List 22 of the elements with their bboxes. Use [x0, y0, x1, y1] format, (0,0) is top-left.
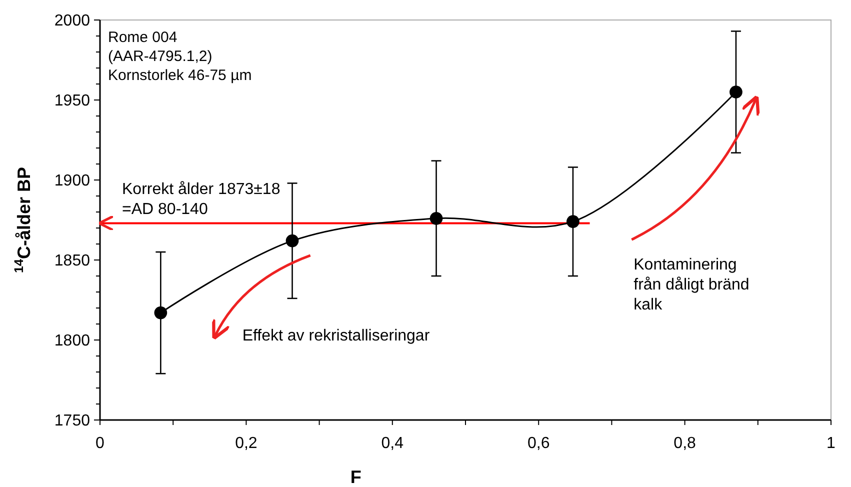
- y-tick-label: 1900: [54, 172, 90, 190]
- y-tick-label: 1850: [54, 252, 90, 270]
- x-tick-label: 0,4: [381, 435, 404, 452]
- x-axis-title: F: [350, 467, 362, 487]
- x-tick-label: 0,6: [527, 435, 550, 452]
- point: [730, 86, 742, 98]
- point: [154, 306, 168, 320]
- annotation: Rome 004 (AAR-4795.1,2) Kornstorlek 46-75 µm: [108, 29, 252, 84]
- annotation: Effekt av rekristalliseringar: [242, 327, 430, 344]
- x-tick-label: 0: [96, 435, 105, 452]
- y-tick-label: 1800: [54, 332, 90, 350]
- x-tick-label: 0,2: [235, 435, 258, 452]
- ref-line-label: Korrekt ålder 1873±18 =AD 80-140: [122, 181, 280, 218]
- annotation: Kontaminering från dåligt bränd kalk: [634, 256, 750, 314]
- x-tick-label: 1: [826, 435, 836, 452]
- point: [430, 212, 443, 225]
- x-tick-label: 0,8: [674, 435, 696, 452]
- y-tick-label: 1750: [54, 412, 90, 430]
- y-tick-label: 2000: [54, 12, 90, 30]
- point: [286, 234, 299, 248]
- y-tick-label: 1950: [54, 92, 90, 110]
- point: [566, 215, 580, 228]
